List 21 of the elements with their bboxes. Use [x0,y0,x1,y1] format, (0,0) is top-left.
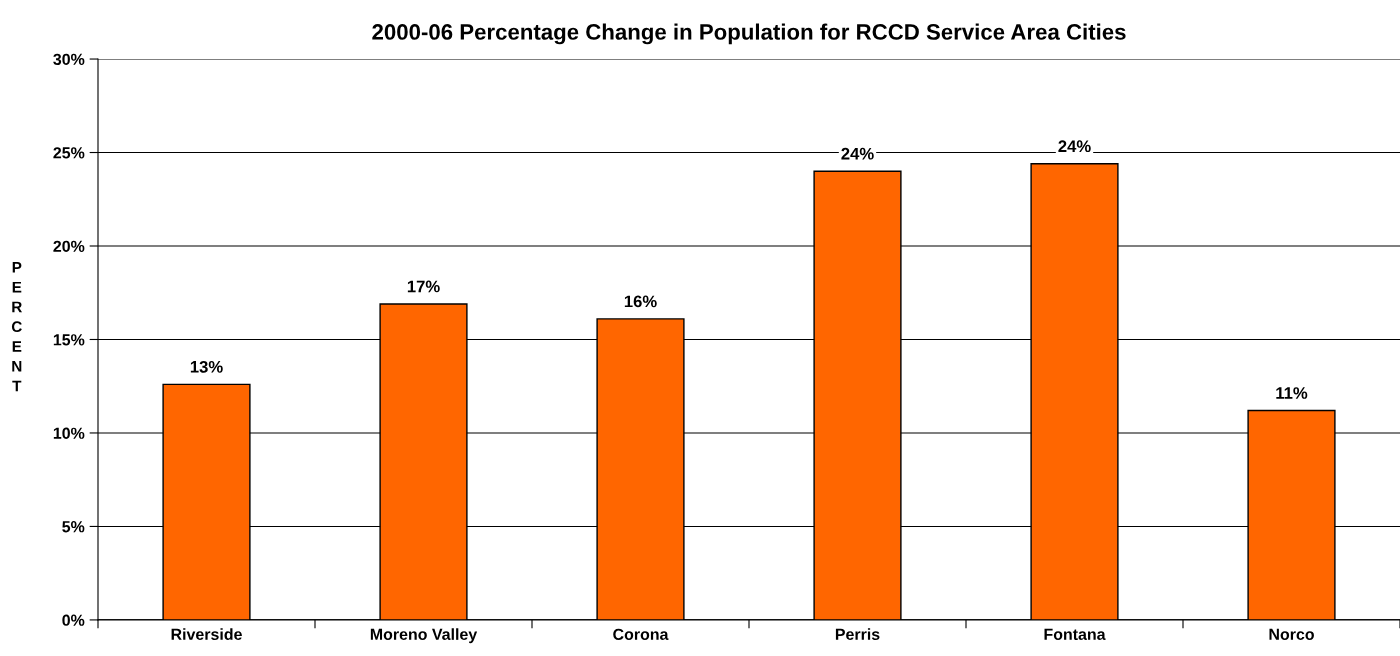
data-label: 11% [1276,387,1308,399]
data-label: 17% [407,280,440,293]
data-label: 24% [1058,140,1091,153]
x-tick-label: Corona [613,628,669,640]
y-tick-label: 10% [53,427,85,439]
y-tick-label: 25% [53,147,85,159]
x-tick-label: Riverside [171,628,242,640]
y-tick-label: 15% [53,334,85,346]
y-tick-label: 0% [62,614,85,626]
y-tick-label: 20% [53,240,85,252]
data-label: 16% [624,295,657,308]
data-label: 24% [841,147,874,160]
x-tick-label: Norco [1269,628,1314,640]
chart-title: 2000-06 Percentage Change in Population for RCCD Service Area Cities [372,23,1126,45]
data-label: 13% [190,360,223,373]
y-axis-title: PERCENT [11,262,22,392]
x-tick-label: Fontana [1044,628,1106,640]
x-tick-label: Moreno Valley [370,628,478,644]
x-tick-label: Perris [835,628,880,640]
y-tick-label: 30% [53,53,85,66]
y-tick-label: 5% [62,521,85,533]
